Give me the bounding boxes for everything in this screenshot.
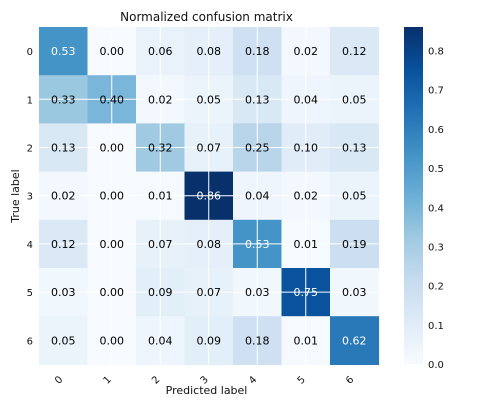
heatmap-gridlines — [39, 27, 379, 365]
cell-value-label: 0.09 — [148, 286, 173, 299]
cell-value-label: 0.18 — [245, 334, 270, 347]
colorbar-tick-label: 0.0 — [428, 360, 444, 371]
y-axis-label: True label — [9, 169, 22, 223]
cell-value-label: 0.75 — [294, 286, 319, 299]
cell-value-label: 0.04 — [148, 334, 173, 347]
cell-value-label: 0.13 — [245, 93, 270, 106]
cell-value-label: 0.13 — [51, 142, 76, 155]
cell-value-label: 0.05 — [51, 334, 76, 347]
cell-value-label: 0.12 — [342, 45, 367, 58]
heatmap-cell — [330, 27, 380, 76]
cell-value-label: 0.00 — [100, 334, 125, 347]
cell-value-label: 0.01 — [294, 238, 319, 251]
cell-value-label: 0.07 — [197, 142, 222, 155]
cell-value-label: 0.08 — [197, 238, 222, 251]
cell-value-label: 0.00 — [100, 142, 125, 155]
cell-value-label: 0.05 — [342, 190, 367, 203]
cell-value-label: 0.04 — [245, 190, 270, 203]
cell-value-label: 0.02 — [51, 190, 76, 203]
cell-value-label: 0.04 — [294, 93, 319, 106]
cell-value-label: 0.12 — [51, 238, 76, 251]
cell-value-label: 0.00 — [100, 238, 125, 251]
cell-value-label: 0.02 — [148, 93, 173, 106]
cell-value-label: 0.03 — [51, 286, 76, 299]
cell-value-label: 0.19 — [342, 238, 367, 251]
x-axis-label: Predicted label — [166, 384, 248, 397]
heatmap-cell — [39, 27, 89, 76]
colorbar-scale — [404, 27, 423, 364]
cell-value-label: 0.09 — [197, 334, 222, 347]
y-axis-ticks: 0 1 2 3 4 5 6 — [27, 47, 33, 347]
cell-value-label: 0.01 — [148, 190, 173, 203]
colorbar-tick-label: 0.5 — [428, 164, 444, 175]
cell-value-label: 0.05 — [342, 93, 367, 106]
cell-value-label: 0.07 — [197, 286, 222, 299]
cell-value-label: 0.10 — [294, 142, 319, 155]
y-tick-label: 5 — [27, 288, 33, 299]
cell-value-label: 0.00 — [100, 45, 125, 58]
colorbar-ticks: 0.0 0.1 0.2 0.3 0.4 0.5 0.6 0.7 0.8 — [428, 47, 444, 371]
cell-value-label: 0.13 — [342, 142, 367, 155]
cell-value-label: 0.25 — [245, 142, 270, 155]
cell-value-label: 0.08 — [197, 45, 222, 58]
colorbar-tick-label: 0.2 — [428, 282, 444, 293]
cell-value-label: 0.05 — [197, 93, 222, 106]
colorbar-tick-label: 0.7 — [428, 86, 444, 97]
colorbar-tick-label: 0.4 — [428, 203, 444, 214]
y-tick-label: 3 — [27, 192, 33, 203]
cell-value-label: 0.06 — [148, 45, 173, 58]
cell-value-label: 0.03 — [342, 286, 367, 299]
cell-value-label: 0.02 — [294, 45, 319, 58]
colorbar-tick-label: 0.8 — [428, 47, 444, 58]
y-tick-label: 6 — [27, 336, 33, 347]
cell-value-label: 0.01 — [294, 334, 319, 347]
cell-value-label: 0.07 — [148, 238, 173, 251]
cell-value-label: 0.53 — [51, 45, 76, 58]
chart-title: Normalized confusion matrix — [120, 10, 293, 24]
colorbar-tick-label: 0.1 — [428, 321, 444, 332]
y-tick-label: 1 — [27, 95, 33, 106]
cell-value-label: 0.02 — [294, 190, 319, 203]
cell-value-label: 0.32 — [148, 142, 173, 155]
cell-value-label: 0.33 — [51, 93, 76, 106]
cell-value-label: 0.86 — [197, 190, 222, 203]
cell-value-label: 0.40 — [100, 93, 125, 106]
heatmap-cell — [39, 316, 89, 365]
colorbar — [404, 27, 423, 364]
y-tick-label: 2 — [27, 144, 33, 155]
cell-value-label: 0.18 — [245, 45, 270, 58]
y-tick-label: 0 — [27, 47, 33, 58]
cell-value-label: 0.00 — [100, 190, 125, 203]
cell-value-label: 0.03 — [245, 286, 270, 299]
cell-value-label: 0.53 — [245, 238, 270, 251]
colorbar-tick-label: 0.6 — [428, 125, 444, 136]
cell-value-label: 0.62 — [342, 334, 367, 347]
heatmap-cell-labels: 0.53 0.00 0.06 0.08 0.18 0.02 0.12 0.33 0.40 0.02… — [51, 45, 367, 347]
colorbar-tick-label: 0.3 — [428, 242, 444, 253]
cell-value-label: 0.00 — [100, 286, 125, 299]
y-tick-label: 4 — [27, 240, 33, 251]
heatmap-cell — [330, 316, 380, 365]
